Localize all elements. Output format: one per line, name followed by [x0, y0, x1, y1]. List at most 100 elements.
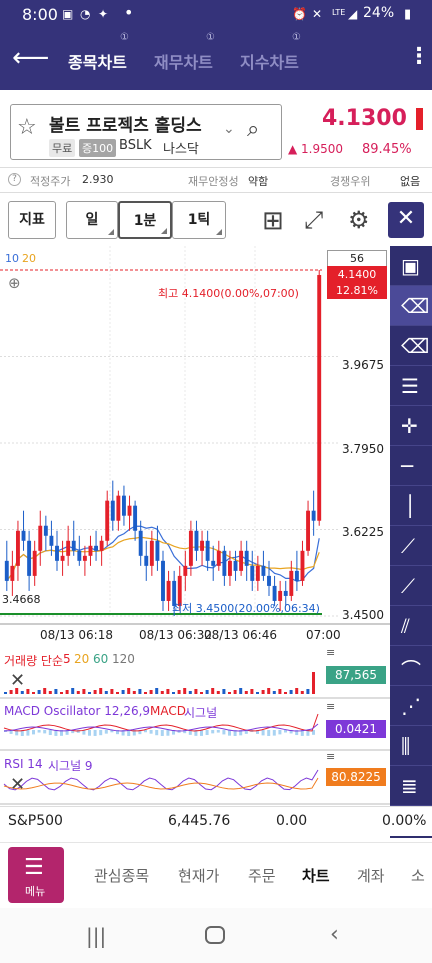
eraser-all-icon[interactable]: ⌫: [390, 326, 432, 366]
stability-value: 약함: [248, 175, 269, 188]
fan-line-icon[interactable]: ⋰: [390, 686, 432, 726]
layout-grid-icon[interactable]: ⊞: [262, 206, 284, 236]
volume-bar: [54, 689, 58, 694]
channel-icon[interactable]: ⫽: [390, 606, 432, 646]
volume-bar: [138, 689, 142, 694]
volume-bar: [188, 691, 192, 694]
candle: [311, 510, 316, 521]
macd-bar: [300, 730, 304, 736]
back-arrow-icon[interactable]: ⟵: [12, 43, 50, 73]
macd-bar: [15, 730, 19, 736]
market-name: 나스닥: [163, 142, 199, 157]
stock-name: 볼트 프로젝츠 홀딩스: [49, 116, 202, 136]
tick-button[interactable]: 1틱: [172, 201, 226, 239]
x-tick-label: 07:00: [306, 628, 341, 642]
indicator-svg: [0, 672, 390, 805]
volume-bar: [256, 692, 259, 694]
y-tick-label: 3.4500: [342, 608, 384, 622]
app-bar: ⟵ 종목차트 ① 재무차트 ① 지수차트 ① ⋮: [0, 30, 432, 90]
nav-order[interactable]: 주문: [248, 867, 276, 885]
favorite-star-icon[interactable]: ☆: [17, 115, 37, 140]
menu-button[interactable]: ☰ 메뉴: [8, 847, 64, 903]
minute-button[interactable]: 1분: [118, 201, 172, 239]
day-button[interactable]: 일: [66, 201, 118, 239]
volume-bar: [194, 689, 198, 694]
more-menu-icon[interactable]: ⋮: [408, 44, 430, 69]
nav-more[interactable]: 소: [411, 867, 425, 885]
chevron-down-icon[interactable]: ⌄: [223, 121, 235, 137]
candle: [300, 550, 305, 581]
recents-icon[interactable]: |||: [86, 924, 107, 948]
tab-badge-icon: ①: [206, 32, 215, 43]
panel-menu-icon[interactable]: ≡: [326, 750, 336, 763]
candle-chart-svg[interactable]: [0, 246, 390, 646]
gann-icon[interactable]: ⫼: [390, 726, 432, 766]
candle: [211, 560, 216, 566]
zoom-icon[interactable]: ⊕: [8, 274, 21, 292]
volume-bar: [4, 692, 7, 694]
help-icon[interactable]: ?: [8, 173, 21, 186]
expand-icon[interactable]: ⤢: [304, 206, 324, 234]
competitive-value: 없음: [400, 175, 421, 188]
level-lines-icon[interactable]: ≣: [390, 766, 432, 806]
drawing-tools-icon[interactable]: ✕: [388, 202, 424, 238]
dot-icon: •: [124, 3, 134, 22]
vertical-line-icon[interactable]: │: [390, 486, 432, 526]
candle: [116, 495, 121, 521]
horizontal-line-icon[interactable]: ─: [390, 446, 432, 486]
volume-label: 거래량 단순: [4, 654, 64, 668]
volume-bar: [99, 688, 103, 694]
ray-line-icon[interactable]: ⟋: [390, 566, 432, 606]
tab-badge-icon: ①: [120, 32, 129, 43]
stock-selector[interactable]: ☆ 볼트 프로젝츠 홀딩스 무료 증100 BSLK 나스닥 ⌄ ⌕: [10, 104, 282, 160]
arc-icon[interactable]: ⌒: [390, 646, 432, 686]
price-chart[interactable]: 10 20 ⊕ 56 4.1400 12.81% 최고 4.1400(0.00%…: [0, 246, 390, 646]
nav-current-price[interactable]: 현재가: [178, 867, 220, 885]
volume-bar: [289, 690, 293, 694]
macd-bar: [132, 730, 136, 736]
eraser-icon[interactable]: ⌫: [390, 286, 432, 326]
macd-bar: [216, 730, 220, 733]
candle: [138, 530, 143, 556]
indicator-button[interactable]: 지표: [8, 201, 56, 239]
ma20-label: 20: [22, 252, 36, 265]
macd-bar: [200, 730, 203, 736]
indicator-panels[interactable]: 거래량 단순 5 20 60 120 ✕ 87,565 ≡ MACD Oscil…: [0, 646, 390, 836]
nav-watchlist[interactable]: 관심종목: [94, 867, 150, 885]
price-bar: [416, 108, 423, 130]
tab-index-chart[interactable]: 지수차트: [240, 53, 299, 72]
candle: [32, 550, 37, 576]
panel-menu-icon[interactable]: ≡: [326, 700, 336, 713]
stock-header: ☆ 볼트 프로젝츠 홀딩스 무료 증100 BSLK 나스닥 ⌄ ⌕ 4.130…: [0, 96, 432, 166]
fibonacci-icon[interactable]: ☰: [390, 366, 432, 406]
volume-bar: [233, 690, 237, 694]
current-price: 4.1300: [322, 106, 407, 131]
candle: [205, 540, 210, 561]
tab-stock-chart[interactable]: 종목차트: [68, 53, 127, 72]
close-rsi-icon[interactable]: ✕: [10, 774, 26, 795]
search-icon[interactable]: ⌕: [247, 117, 260, 142]
drawing-toolbar: ▣ ⌫ ⌫ ☰ ✛ ─ │ ⟋ ⟋ ⫽ ⌒ ⋰ ⫼ ≣: [390, 246, 432, 838]
home-icon[interactable]: [205, 926, 225, 944]
back-icon[interactable]: ‹: [330, 922, 339, 947]
settings-gear-icon[interactable]: ⚙: [348, 206, 370, 234]
tab-finance-chart[interactable]: 재무차트: [154, 53, 213, 72]
panel-menu-icon[interactable]: ≡: [326, 646, 336, 659]
trendline-icon[interactable]: ⟋: [390, 526, 432, 566]
volume-bar: [60, 692, 63, 694]
nav-chart[interactable]: 차트: [302, 867, 330, 885]
crosshair-icon[interactable]: ✛: [390, 406, 432, 446]
volume-bar: [160, 691, 164, 694]
low-annotation: 최저 3.4500(20.00%,06:34): [172, 602, 320, 615]
volume-bar: [312, 672, 315, 694]
candle: [55, 545, 59, 561]
macd-bar: [295, 730, 299, 736]
candle: [261, 565, 266, 576]
close-volume-icon[interactable]: ✕: [10, 670, 26, 691]
volume-value-badge: 87,565: [326, 666, 386, 684]
macd-bar: [278, 730, 282, 735]
system-nav-bar: ||| ‹: [0, 908, 432, 963]
save-icon[interactable]: ▣: [390, 246, 432, 286]
nav-account[interactable]: 계좌: [357, 867, 385, 885]
high-annotation: 최고 4.1400(0.00%,07:00): [158, 287, 299, 300]
